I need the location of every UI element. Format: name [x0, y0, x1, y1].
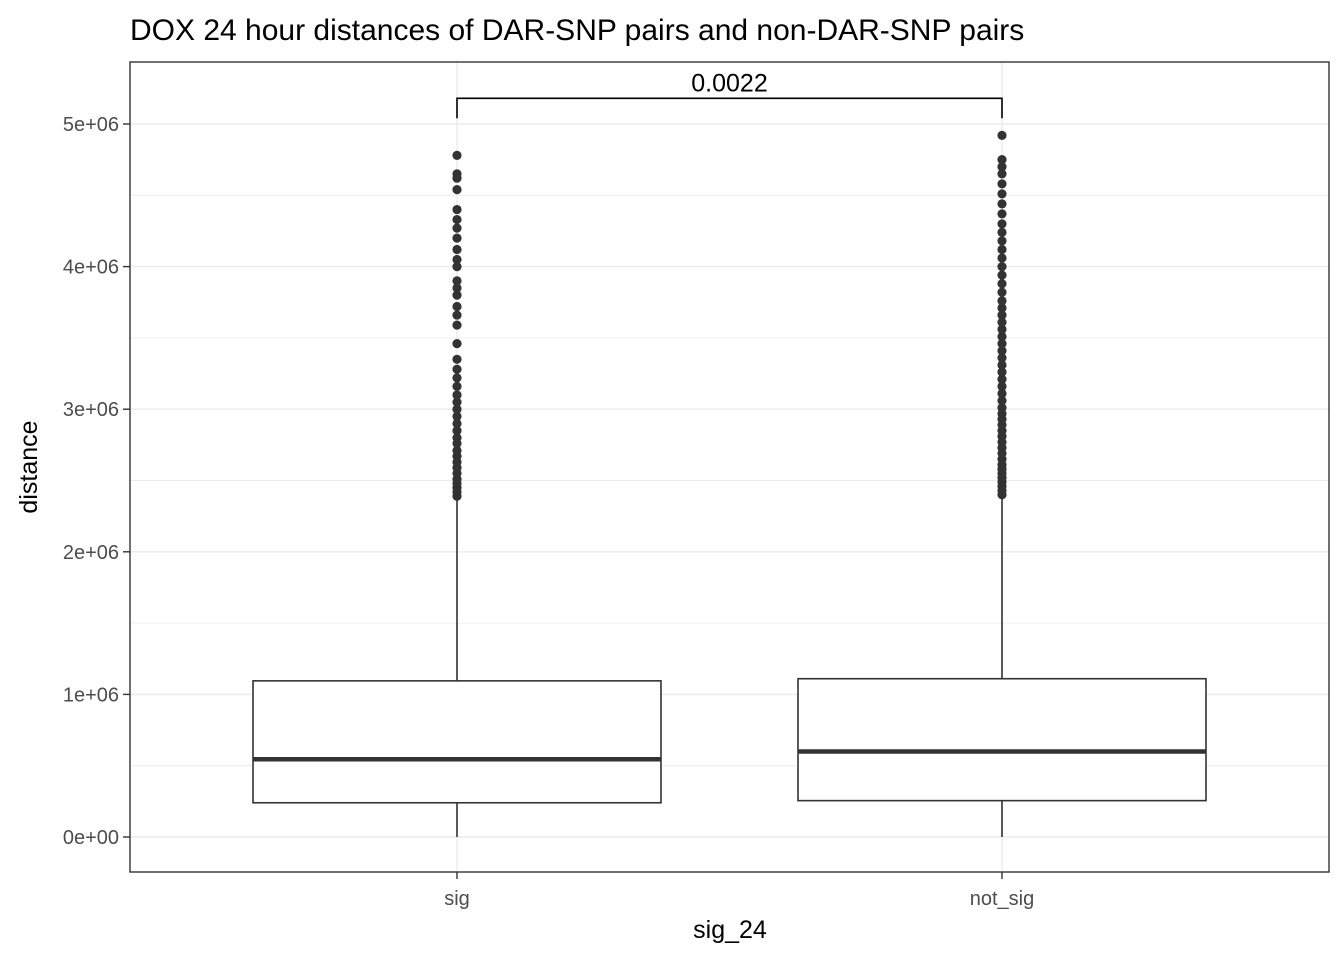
outlier-point [452, 445, 462, 456]
outlier-point [452, 244, 462, 255]
outlier-point [997, 317, 1007, 327]
outlier-point [997, 346, 1007, 356]
outlier-point [452, 397, 462, 407]
outlier-point [452, 433, 462, 443]
box-layer [252, 130, 1207, 837]
outlier-point [997, 324, 1007, 334]
outlier-point [997, 227, 1007, 237]
outlier-point [997, 403, 1007, 413]
outlier-point [452, 169, 462, 179]
outlier-point [997, 130, 1007, 141]
comparison-bracket [456, 97, 1003, 119]
outlier-point [997, 396, 1007, 406]
outlier-point [997, 199, 1007, 209]
y-axis-title: distance [15, 420, 43, 513]
p-value-label: 0.0022 [691, 69, 767, 97]
outlier-point [997, 381, 1007, 391]
box-sig [252, 150, 662, 837]
panel-border [129, 61, 1330, 873]
outlier-point [452, 214, 462, 225]
outlier-point [452, 425, 462, 436]
y-tick-label: 2e+06 [63, 542, 119, 564]
outlier-point [452, 339, 462, 349]
outlier-point [997, 310, 1007, 320]
chart-title: DOX 24 hour distances of DAR-SNP pairs a… [130, 14, 1024, 47]
outlier-point [997, 155, 1007, 165]
outlier-point [997, 388, 1007, 399]
iqr-box [252, 680, 662, 804]
y-tick-label: 5e+06 [63, 114, 119, 136]
outlier-point [452, 290, 462, 300]
outlier-point [997, 236, 1007, 246]
outlier-point [452, 150, 462, 160]
outlier-point [997, 374, 1007, 384]
outlier-point [452, 301, 462, 312]
outlier-point [997, 209, 1007, 219]
outlier-point [997, 244, 1007, 255]
y-tick-label: 3e+06 [63, 399, 119, 421]
outlier-point [997, 189, 1007, 199]
outlier-point [452, 373, 462, 383]
outlier-point [452, 320, 462, 330]
outlier-point [452, 411, 462, 421]
outlier-point [997, 270, 1007, 280]
x-tick-label: not_sig [970, 888, 1035, 910]
outlier-point [997, 353, 1007, 363]
outlier-point [452, 262, 462, 272]
outlier-point [452, 204, 462, 215]
outlier-point [452, 254, 462, 265]
iqr-box [797, 677, 1207, 802]
outlier-point [997, 331, 1007, 342]
outlier-point [452, 310, 462, 320]
outlier-point [452, 233, 462, 243]
axis-layer: 0e+00 1e+06 2e+06 3e+06 4e+06 5e+06 sig not_sig [63, 114, 1034, 910]
outlier-point [997, 279, 1007, 289]
outlier-point [997, 262, 1007, 272]
outlier-point [452, 223, 462, 233]
x-axis-title: sig_24 [693, 916, 767, 944]
outlier-point [997, 296, 1007, 306]
outlier-point [997, 287, 1007, 297]
outlier-point [452, 381, 462, 391]
outlier-point [452, 364, 462, 374]
comparison-annotation: 0.0022 [456, 69, 1003, 119]
x-tick-label: sig [444, 888, 470, 910]
outlier-point [452, 283, 462, 293]
y-tick-label: 0e+00 [63, 827, 119, 849]
outlier-point [452, 390, 462, 400]
outlier-point [452, 184, 462, 195]
outlier-point [997, 169, 1007, 179]
outlier-point [452, 404, 462, 414]
outlier-point [997, 253, 1007, 263]
y-tick-label: 4e+06 [63, 257, 119, 279]
outlier-point [452, 276, 462, 286]
outlier-point [997, 367, 1007, 377]
box-not_sig [797, 130, 1207, 837]
outlier-point [997, 219, 1007, 229]
outlier-point [997, 179, 1007, 189]
outlier-point [997, 162, 1007, 172]
y-tick-label: 1e+06 [63, 684, 119, 706]
outlier-point [997, 360, 1007, 370]
outlier-point [452, 418, 462, 429]
outlier-point [452, 354, 462, 364]
outlier-point [997, 303, 1007, 313]
outlier-point [997, 339, 1007, 349]
